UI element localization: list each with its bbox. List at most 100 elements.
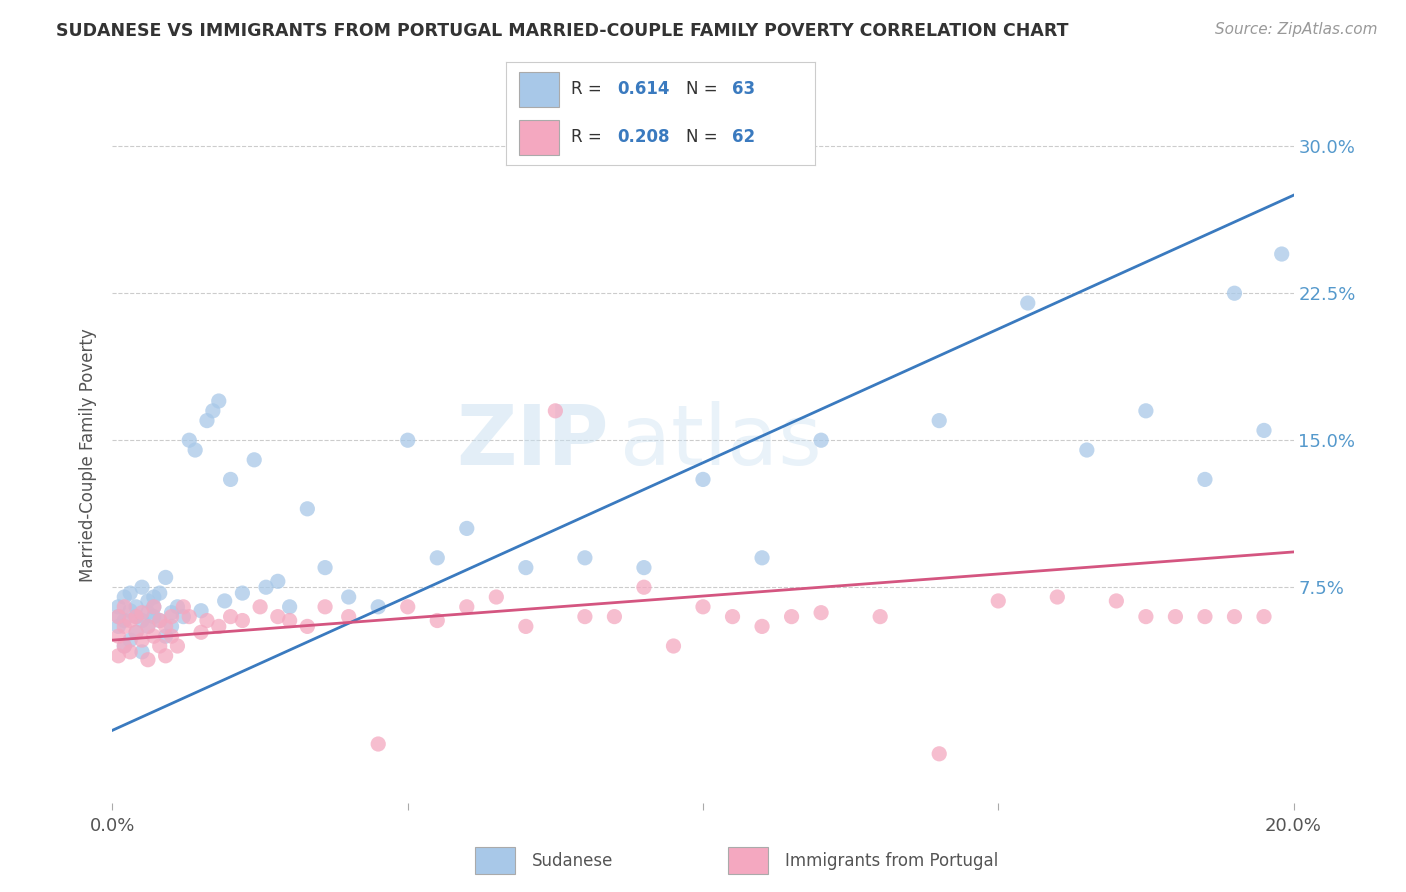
Point — [297, 501, 319, 516]
Point — [267, 609, 290, 624]
Point — [367, 737, 389, 751]
Point — [131, 606, 153, 620]
Text: 0.208: 0.208 — [617, 128, 671, 146]
Point — [149, 639, 172, 653]
Point — [131, 580, 153, 594]
Point — [1046, 590, 1069, 604]
Point — [190, 604, 212, 618]
Point — [136, 606, 159, 620]
Point — [112, 599, 135, 614]
Point — [662, 639, 685, 653]
Point — [112, 639, 135, 653]
Point — [1135, 404, 1157, 418]
Point — [155, 619, 177, 633]
Point — [112, 614, 135, 628]
Point — [337, 590, 360, 604]
Point — [987, 594, 1010, 608]
FancyBboxPatch shape — [728, 847, 768, 874]
Point — [456, 521, 478, 535]
FancyBboxPatch shape — [519, 71, 558, 106]
Point — [278, 599, 301, 614]
Point — [208, 394, 231, 409]
Point — [1105, 594, 1128, 608]
Point — [136, 619, 159, 633]
Y-axis label: Married-Couple Family Poverty: Married-Couple Family Poverty — [79, 328, 97, 582]
Point — [120, 645, 142, 659]
Point — [166, 639, 188, 653]
Point — [337, 609, 360, 624]
Point — [928, 414, 950, 428]
Point — [810, 434, 832, 448]
Point — [231, 614, 253, 628]
Point — [456, 599, 478, 614]
Text: 63: 63 — [733, 80, 755, 98]
Point — [155, 629, 177, 643]
Point — [721, 609, 744, 624]
Point — [633, 560, 655, 574]
Point — [142, 590, 165, 604]
Text: 62: 62 — [733, 128, 755, 146]
Text: N =: N = — [686, 128, 723, 146]
Point — [249, 599, 271, 614]
Point — [125, 625, 148, 640]
Point — [149, 614, 172, 628]
Point — [314, 599, 336, 614]
Point — [112, 590, 135, 604]
Point — [136, 653, 159, 667]
Point — [1076, 443, 1098, 458]
Point — [120, 586, 142, 600]
Point — [214, 594, 236, 608]
Point — [810, 606, 832, 620]
Point — [179, 609, 201, 624]
Text: R =: R = — [571, 80, 607, 98]
Point — [160, 619, 183, 633]
Point — [544, 404, 567, 418]
Point — [367, 599, 389, 614]
Point — [155, 570, 177, 584]
Point — [1194, 609, 1216, 624]
Point — [107, 648, 129, 663]
Text: R =: R = — [571, 128, 607, 146]
Point — [231, 586, 253, 600]
Text: SUDANESE VS IMMIGRANTS FROM PORTUGAL MARRIED-COUPLE FAMILY POVERTY CORRELATION C: SUDANESE VS IMMIGRANTS FROM PORTUGAL MAR… — [56, 22, 1069, 40]
Point — [125, 609, 148, 624]
Point — [172, 599, 194, 614]
Point — [112, 639, 135, 653]
Point — [160, 606, 183, 620]
Point — [131, 645, 153, 659]
FancyBboxPatch shape — [519, 120, 558, 155]
Point — [1223, 286, 1246, 301]
Point — [142, 609, 165, 624]
Point — [107, 629, 129, 643]
Point — [120, 633, 142, 648]
Point — [254, 580, 277, 594]
Point — [603, 609, 626, 624]
Point — [107, 599, 129, 614]
Point — [219, 472, 242, 486]
Point — [208, 619, 231, 633]
Point — [515, 619, 537, 633]
Text: atlas: atlas — [620, 401, 823, 482]
Point — [243, 452, 266, 467]
Text: Source: ZipAtlas.com: Source: ZipAtlas.com — [1215, 22, 1378, 37]
Point — [692, 599, 714, 614]
Point — [751, 619, 773, 633]
Point — [184, 443, 207, 458]
Point — [1253, 609, 1275, 624]
Point — [160, 629, 183, 643]
Point — [297, 619, 319, 633]
Point — [120, 614, 142, 628]
Point — [485, 590, 508, 604]
Point — [107, 609, 129, 624]
Point — [396, 599, 419, 614]
Point — [1164, 609, 1187, 624]
Point — [1253, 424, 1275, 438]
Point — [278, 614, 301, 628]
Point — [166, 599, 188, 614]
Point — [136, 594, 159, 608]
Point — [149, 586, 172, 600]
Point — [219, 609, 242, 624]
Point — [574, 550, 596, 565]
Point — [195, 414, 218, 428]
Point — [155, 648, 177, 663]
